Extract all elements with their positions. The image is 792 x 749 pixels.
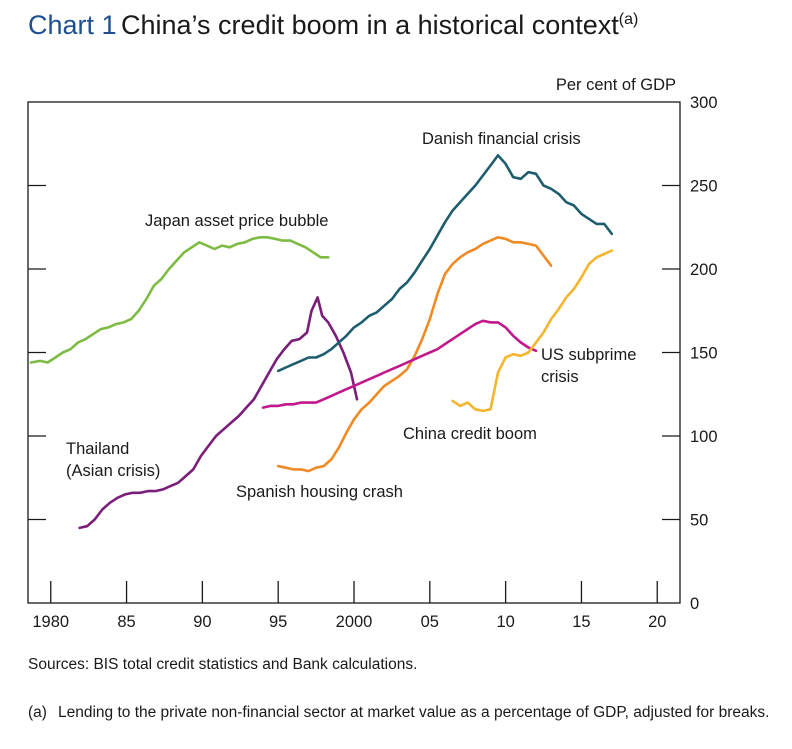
x-tick-label: 10 (496, 613, 514, 631)
chart-notes: Sources: BIS total credit statistics and… (28, 655, 778, 723)
y-axis-label: Per cent of GDP (556, 76, 676, 94)
series-annotation: Japan asset price bubble (145, 212, 328, 230)
series-line (261, 319, 538, 409)
y-tick-label: 100 (690, 428, 718, 446)
x-tick-label: 1980 (32, 613, 69, 631)
chart-title-text: China’s credit boom in a historical cont… (121, 10, 619, 40)
x-tick-label: 2000 (336, 613, 373, 631)
chart-number: Chart 1 (28, 10, 117, 40)
series-annotation: Spanish housing crash (236, 483, 403, 501)
footnote-text: Lending to the private non-financial sec… (58, 704, 770, 721)
series-annotation: Thailand (66, 440, 129, 458)
series-line (78, 296, 359, 530)
series-line (451, 249, 614, 413)
series-annotation: China credit boom (403, 425, 537, 443)
x-tick-label: 05 (421, 613, 439, 631)
series-annotation: (Asian crisis) (66, 462, 160, 480)
series-annotation: crisis (541, 368, 579, 386)
x-tick-label: 85 (117, 613, 135, 631)
x-tick-label: 15 (572, 613, 590, 631)
y-tick-label: 0 (690, 595, 699, 613)
series-line (276, 236, 553, 473)
x-tick-label: 95 (269, 613, 287, 631)
y-tick-label: 250 (690, 178, 718, 196)
chart-plot: 0 50 100 150 200 250 300 1980 85 90 95 2000 05 10 15 20… (27, 76, 718, 631)
series-annotation: Danish financial crisis (422, 130, 581, 148)
chart-title: Chart 1 China’s credit boom in a histori… (28, 10, 638, 41)
y-tick-label: 150 (690, 345, 718, 363)
title-note-marker: (a) (618, 11, 639, 28)
x-tick-label: 20 (648, 613, 666, 631)
footnote-marker: (a) (28, 704, 47, 721)
series-annotation: US subprime (541, 346, 636, 364)
y-tick-label: 200 (690, 261, 718, 279)
y-tick-label: 300 (690, 94, 718, 112)
series-line (276, 154, 614, 373)
series-line (29, 236, 330, 364)
y-tick-label: 50 (690, 512, 708, 530)
sources-note: Sources: BIS total credit statistics and… (28, 656, 418, 673)
footnote: (a) Lending to the private non-financial… (28, 703, 778, 723)
x-tick-label: 90 (193, 613, 211, 631)
